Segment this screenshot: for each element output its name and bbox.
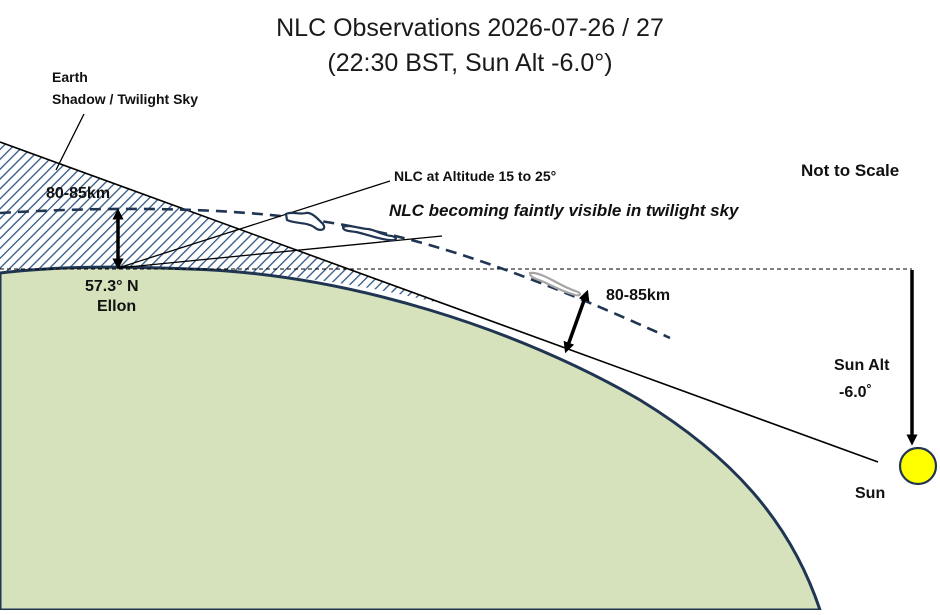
sun-alt-label: Sun Alt: [834, 357, 890, 374]
shadow-tangent-line: [0, 141, 879, 463]
shadow-label-leader: [55, 113, 85, 171]
sightline-lower: [117, 235, 443, 269]
nlc-cloud-2: [341, 224, 397, 242]
nlc-cloud-1: [284, 211, 326, 231]
sightline-upper: [117, 180, 391, 269]
title-line-1: NLC Observations 2026-07-26 / 27: [276, 14, 664, 42]
title-line-2: (22:30 BST, Sun Alt -6.0°): [327, 49, 613, 77]
nlc-altitude-label: NLC at Altitude 15 to 25°: [394, 168, 557, 184]
shadow-label-line-1: Earth: [52, 69, 88, 85]
nlc-cloud-3: [528, 271, 582, 297]
shadow-label-line-2: Shadow / Twilight Sky: [52, 91, 198, 107]
sun-label: Sun: [855, 485, 886, 502]
sun-disc-icon: [898, 446, 938, 486]
earth: [0, 265, 823, 612]
height-label-left: 80-85km: [46, 185, 111, 202]
location-latitude: 57.3° N: [85, 278, 139, 295]
location-name: Ellon: [97, 298, 137, 315]
height-label-right: 80-85km: [606, 287, 671, 304]
sun-alt-value: -6.0˚: [839, 384, 872, 401]
nlc-visible-label: NLC becoming faintly visible in twilight…: [389, 201, 739, 220]
height-arrow-right: [563, 289, 590, 354]
not-to-scale-label: Not to Scale: [801, 161, 900, 180]
